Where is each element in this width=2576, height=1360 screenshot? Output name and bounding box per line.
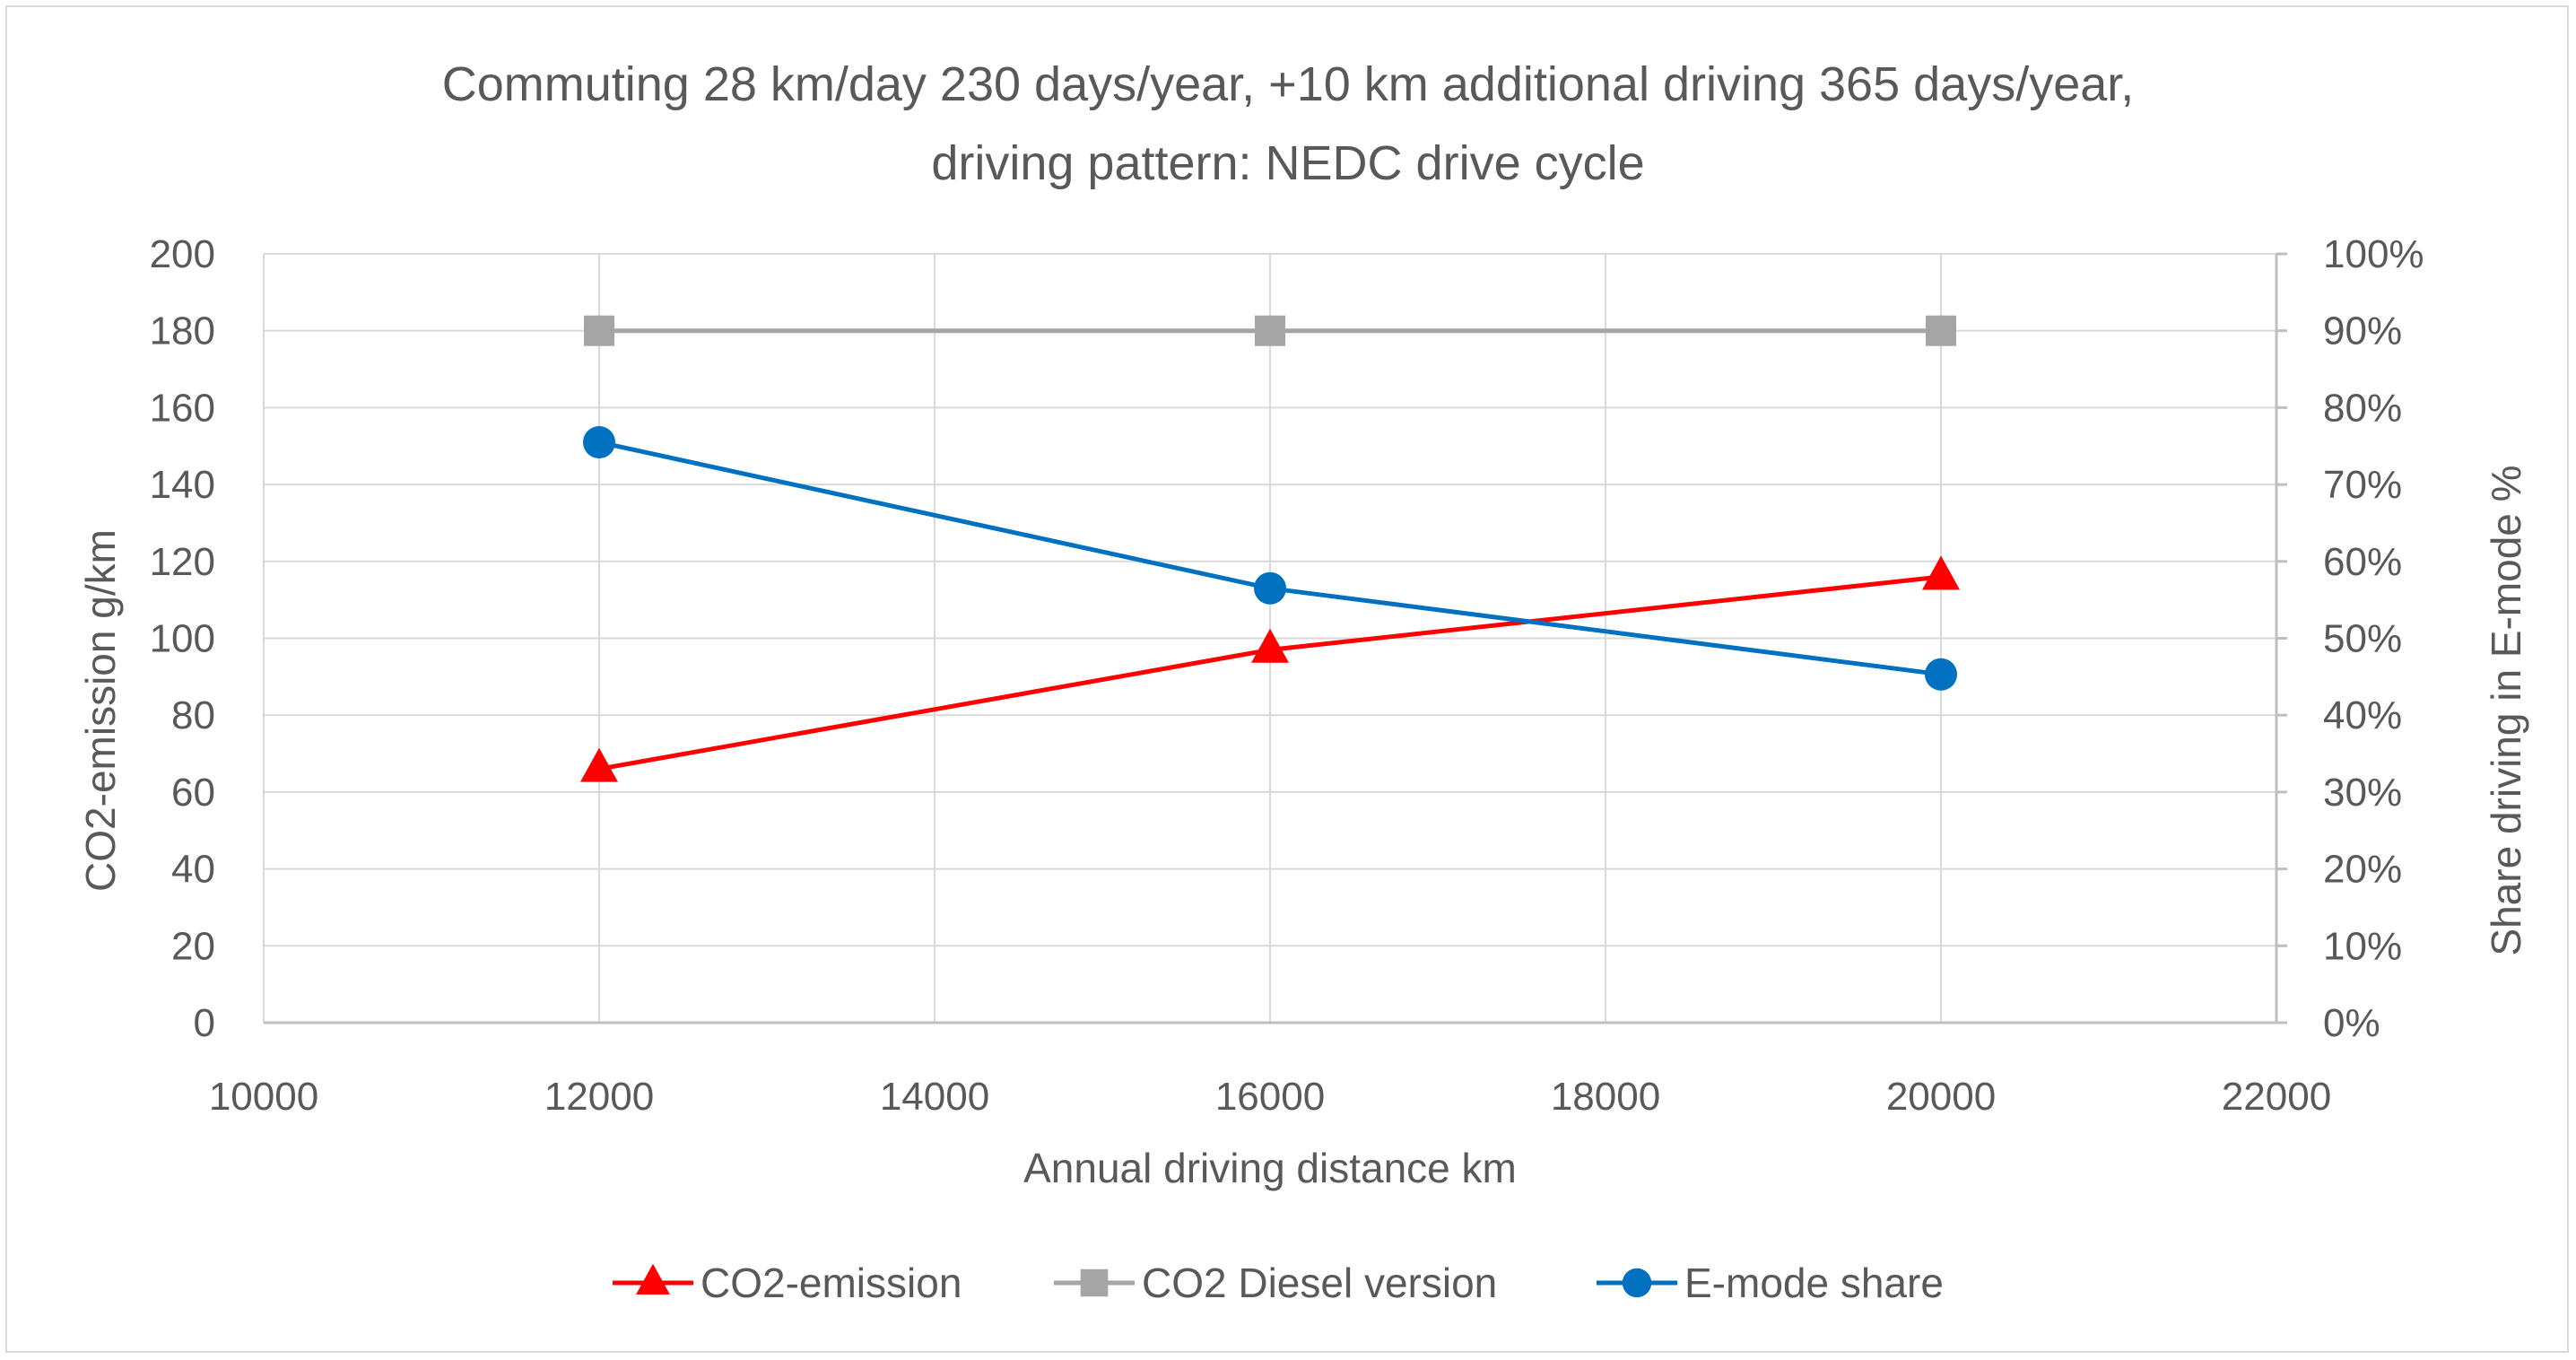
y-tick-label: 200 <box>150 232 215 276</box>
x-axis-title: Annual driving distance km <box>1023 1145 1517 1191</box>
legend-item-e-mode-share: E-mode share <box>1597 1260 1944 1306</box>
data-point-e-mode-share <box>583 425 615 458</box>
series-e-mode-share <box>583 425 1957 691</box>
legend-item-co2-diesel-version: CO2 Diesel version <box>1054 1260 1497 1306</box>
legend-marker-co2-diesel-version <box>1080 1268 1109 1297</box>
y2-tick-label: 20% <box>2323 848 2402 892</box>
legend-marker-e-mode-share <box>1622 1268 1652 1298</box>
y-tick-label: 100 <box>150 617 215 661</box>
chart-title-line-2: driving pattern: NEDC drive cycle <box>931 136 1644 190</box>
data-point-e-mode-share <box>1925 658 1957 691</box>
x-tick-label: 12000 <box>544 1075 654 1119</box>
y-tick-label: 0 <box>194 1001 215 1045</box>
data-point-co2-diesel-version <box>1926 315 1956 346</box>
chart-title-line-1: Commuting 28 km/day 230 days/year, +10 k… <box>442 57 2135 111</box>
y-tick-label: 80 <box>171 693 215 737</box>
data-point-co2-emission <box>1922 555 1960 590</box>
data-point-co2-emission <box>1251 628 1289 663</box>
y-tick-label: 120 <box>150 540 215 584</box>
y-tick-label: 160 <box>150 386 215 430</box>
y2-tick-label: 50% <box>2323 617 2402 661</box>
legend-marker-co2-emission <box>636 1263 670 1295</box>
x-tick-label: 18000 <box>1551 1075 1660 1119</box>
y-tick-label: 40 <box>171 848 215 892</box>
legend-label-co2-diesel-version: CO2 Diesel version <box>1142 1260 1497 1306</box>
y2-axis-title: Share driving in E-mode % <box>2483 465 2529 955</box>
x-tick-label: 20000 <box>1886 1075 1996 1119</box>
y2-tick-label: 100% <box>2323 232 2424 276</box>
y-tick-label: 20 <box>171 924 215 968</box>
data-point-co2-diesel-version <box>1255 315 1285 346</box>
tick-labels: 0 20 40 60 80 100 120 140 160 180 200 0% 10% 20% 30% 40… <box>150 232 2424 1119</box>
y-tick-label: 60 <box>171 771 215 815</box>
x-tick-label: 16000 <box>1215 1075 1325 1119</box>
y2-tick-label: 60% <box>2323 540 2402 584</box>
y2-tick-label: 40% <box>2323 693 2402 737</box>
y2-tick-label: 30% <box>2323 771 2402 815</box>
x-tick-label: 14000 <box>880 1075 989 1119</box>
data-point-co2-diesel-version <box>584 315 614 346</box>
x-tick-label: 10000 <box>209 1075 318 1119</box>
data-point-co2-emission <box>580 747 618 782</box>
legend-label-e-mode-share: E-mode share <box>1684 1260 1944 1306</box>
y-axis-title: CO2-emission g/km <box>77 529 124 892</box>
chart-frame <box>5 5 2569 1353</box>
series-co2-emission <box>580 555 1960 782</box>
legend-label-co2-emission: CO2-emission <box>701 1260 962 1306</box>
data-point-e-mode-share <box>1254 571 1286 605</box>
series-co2-diesel-version <box>584 315 1956 346</box>
y2-tick-label: 80% <box>2323 386 2402 430</box>
y-tick-label: 140 <box>150 463 215 507</box>
y-tick-label: 180 <box>150 309 215 353</box>
y2-tick-label: 70% <box>2323 463 2402 507</box>
y2-tick-label: 10% <box>2323 924 2402 968</box>
legend-item-co2-emission: CO2-emission <box>613 1260 962 1306</box>
series <box>580 315 1960 782</box>
legend: CO2-emission CO2 Diesel version E-mode sha… <box>613 1260 1944 1306</box>
x-tick-label: 22000 <box>2222 1075 2331 1119</box>
axes <box>264 252 2287 1024</box>
y2-tick-label: 0% <box>2323 1001 2380 1045</box>
y2-tick-label: 90% <box>2323 309 2402 353</box>
